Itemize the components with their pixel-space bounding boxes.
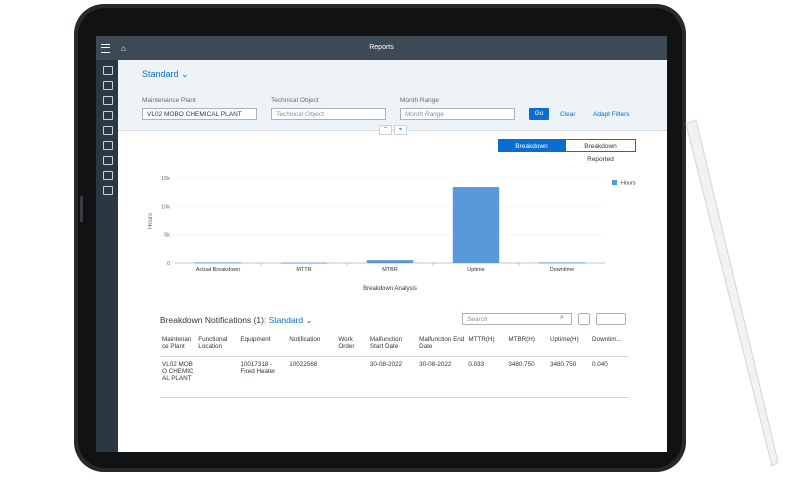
column-header: Downtim... bbox=[590, 332, 629, 357]
column-header: MTBR(H) bbox=[506, 332, 548, 357]
shell-bar: ⌂ Reports bbox=[96, 36, 667, 60]
legend-swatch bbox=[612, 180, 617, 185]
x-tick-label: MTBR bbox=[382, 267, 398, 273]
nav-icon[interactable] bbox=[103, 111, 113, 120]
nav-icon[interactable] bbox=[103, 141, 113, 150]
variant-name: Standard bbox=[142, 69, 179, 79]
search-icon[interactable]: ⌕ bbox=[560, 314, 564, 321]
x-tick-label: Actual Breakdown bbox=[196, 267, 240, 273]
bar bbox=[280, 262, 328, 264]
go-button[interactable]: Go bbox=[529, 108, 549, 120]
legend-label: Hours bbox=[621, 181, 636, 187]
column-header: Malfunction End Date bbox=[417, 332, 467, 357]
y-tick-label: 5k bbox=[164, 233, 170, 239]
side-button bbox=[80, 196, 83, 222]
export-button[interactable] bbox=[596, 313, 626, 325]
column-header: MTTR(H) bbox=[466, 332, 507, 357]
x-tick-label: Downtime bbox=[550, 267, 574, 273]
collapse-button[interactable]: ⌃ bbox=[379, 125, 392, 135]
stylus bbox=[685, 119, 779, 467]
y-tick-label: 10k bbox=[161, 204, 170, 210]
column-header: Equipment bbox=[238, 332, 288, 357]
table-cell: 3480.750 bbox=[506, 356, 548, 398]
column-header: Work Order bbox=[336, 332, 368, 357]
table-row: VL02 MOBO CHEMICAL PLANT 10017318 - Fired… bbox=[160, 356, 629, 398]
table-cell: 30-08-2022 bbox=[417, 356, 467, 398]
table-cell: 10017318 - Fired Heater bbox=[238, 356, 288, 398]
filter-input[interactable]: VL02 MOBO CHEMICAL PLANT bbox=[142, 108, 257, 120]
chart: Hours Breakdown Analysis 0 5k 10k 15k Actual… bbox=[148, 176, 636, 292]
filter-label: Maintenance Plant bbox=[142, 97, 196, 104]
table-cell: 0.040 bbox=[590, 356, 629, 398]
y-tick-label: 15k bbox=[161, 176, 170, 182]
table-cell: 3480.750 bbox=[548, 356, 591, 398]
table-cell bbox=[196, 356, 239, 398]
view-button-selected[interactable]: Breakdown Analysis bbox=[498, 139, 565, 163]
x-tick-label: MTTR bbox=[296, 267, 311, 273]
data-table: Maintenance Plant Functional Location Equi… bbox=[160, 332, 629, 398]
bar bbox=[194, 262, 242, 264]
table-body: VL02 MOBO CHEMICAL PLANT 10017318 - Fired… bbox=[160, 356, 629, 398]
pin-button[interactable]: ⌖ bbox=[394, 125, 407, 135]
table-cell: VL02 MOBO CHEMICAL PLANT bbox=[160, 356, 197, 398]
search-field[interactable]: Search bbox=[462, 313, 572, 325]
nav-icon[interactable] bbox=[103, 81, 113, 90]
column-header: Notification bbox=[287, 332, 337, 357]
bar bbox=[366, 260, 414, 263]
filter-label: Technical Object bbox=[271, 97, 319, 104]
nav-icon[interactable] bbox=[103, 66, 113, 75]
clear-button[interactable]: Clear bbox=[560, 111, 576, 118]
variant-selector[interactable]: Standard ⌄ bbox=[142, 69, 189, 79]
shell-title: Reports bbox=[369, 44, 394, 51]
table-title: Breakdown Notifications (1) bbox=[160, 315, 264, 325]
y-tick-label: 0 bbox=[167, 261, 170, 267]
screen: ⌂ Reports Standard ⌄ Maintenance Plant T… bbox=[96, 36, 667, 452]
filter-label: Month Range bbox=[400, 97, 440, 104]
table-variant-name: Standard bbox=[268, 315, 304, 325]
column-header: Functional Location bbox=[196, 332, 239, 357]
table-cell: 10022568 bbox=[287, 356, 337, 398]
header-row: Maintenance Plant Functional Location Equi… bbox=[160, 332, 629, 357]
nav-icon[interactable] bbox=[103, 171, 113, 180]
view-button[interactable]: Breakdown Reported bbox=[565, 139, 636, 163]
nav-icon[interactable] bbox=[103, 96, 113, 105]
nav-icon[interactable] bbox=[103, 126, 113, 135]
bar bbox=[538, 262, 586, 264]
column-header: Malfunction Start Date bbox=[367, 332, 418, 357]
settings-button[interactable] bbox=[578, 313, 590, 325]
x-tick-label: Uptime bbox=[467, 267, 484, 273]
y-axis-title: Hours bbox=[148, 213, 154, 229]
column-header: Uptime(H) bbox=[548, 332, 591, 357]
filter-input[interactable]: Month Range bbox=[400, 108, 515, 120]
filter-input[interactable]: Technical Object bbox=[271, 108, 386, 120]
x-axis-title: Breakdown Analysis bbox=[363, 286, 417, 292]
table-cell: 0.033 bbox=[466, 356, 507, 398]
table-cell: 30-08-2022 bbox=[367, 356, 418, 398]
home-icon[interactable]: ⌂ bbox=[121, 44, 126, 53]
nav-icon[interactable] bbox=[103, 156, 113, 165]
table-cell bbox=[336, 356, 368, 398]
column-header: Maintenance Plant bbox=[160, 332, 197, 357]
nav-icon[interactable] bbox=[103, 186, 113, 195]
adapt-filters-button[interactable]: Adapt Filters bbox=[593, 111, 630, 118]
side-nav bbox=[96, 60, 118, 452]
menu-icon[interactable] bbox=[101, 44, 110, 53]
table-variant[interactable]: | Standard ⌄ bbox=[264, 315, 313, 325]
bar bbox=[452, 187, 500, 263]
